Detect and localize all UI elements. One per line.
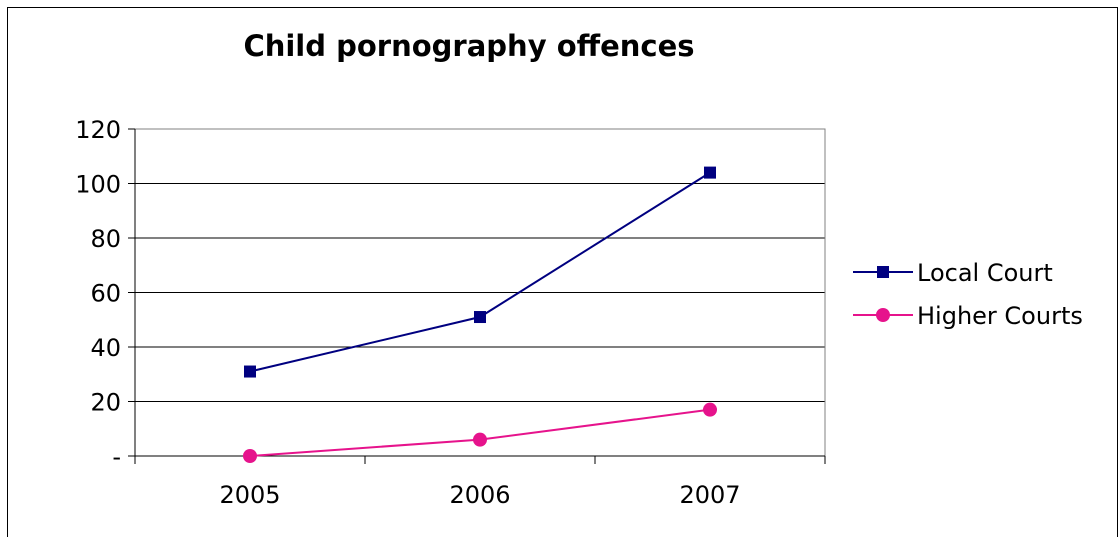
y-tick-label: 20 [90,389,121,417]
x-tick-label: 2007 [679,481,740,509]
x-tick-label: 2006 [449,481,510,509]
y-tick-label: 120 [75,116,121,144]
legend-marker [876,308,890,322]
chart-title: Child pornography offences [243,29,694,63]
data-point [473,432,487,447]
data-point [474,311,486,324]
data-point [244,365,256,378]
legend-marker [877,266,889,278]
data-point [704,166,716,179]
axes: - 20 40 60 80 100 120 2005 2006 2007 [75,116,826,509]
data-point [703,402,717,417]
grid-lines [135,183,825,402]
chart-border [7,7,1118,540]
x-tick-label: 2005 [219,481,280,509]
y-tick-label: 40 [90,334,121,362]
y-tick-label: 80 [90,225,121,253]
legend-label: Higher Courts [917,302,1083,330]
y-tick-label: - [112,443,121,471]
legend: Local Court Higher Courts [853,259,1083,330]
y-tick-label: 100 [75,171,121,199]
y-tick-label: 60 [90,280,121,308]
legend-label: Local Court [917,259,1053,287]
series-group [243,166,717,463]
data-point [243,449,257,463]
